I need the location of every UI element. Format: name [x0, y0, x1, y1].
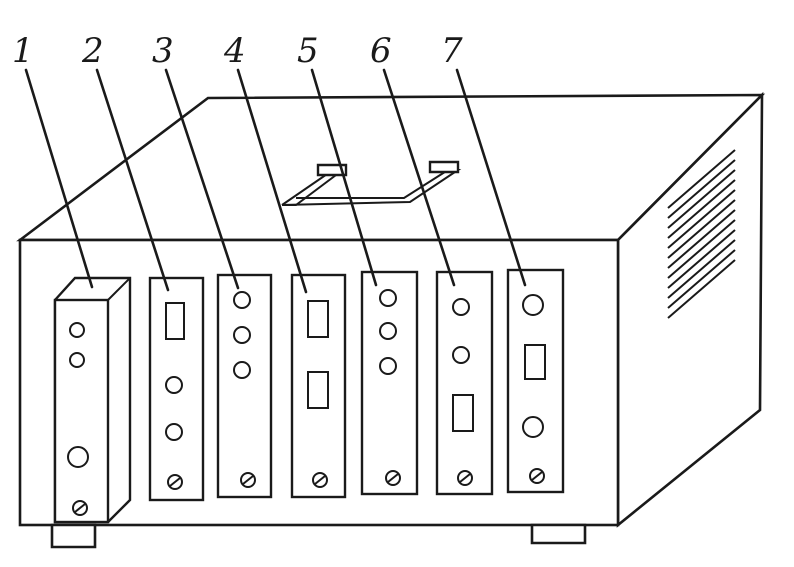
vent-slot [667, 209, 736, 269]
module-7-screw [529, 468, 545, 484]
label-1: 1 [12, 31, 34, 71]
module-2 [148, 276, 205, 502]
label-7: 7 [441, 31, 463, 71]
vent-slots [667, 149, 736, 319]
module-7-knob-2 [522, 416, 544, 438]
module-6-knob-2 [452, 346, 470, 364]
module-4-display-1 [307, 300, 329, 338]
vent-slot [667, 159, 736, 219]
module-6-display [452, 394, 474, 432]
module-7 [506, 268, 565, 494]
module-4-screw [312, 472, 328, 488]
module-4-display-2 [307, 371, 329, 409]
module-4 [290, 273, 347, 499]
module-1-screw [72, 500, 88, 516]
module-3-knob-3 [233, 361, 251, 379]
module-2-knob-1 [165, 376, 183, 394]
vent-slot [667, 239, 736, 299]
module-5-knob-1 [379, 289, 397, 307]
module-1 [53, 276, 132, 524]
module-2-display [165, 302, 185, 340]
module-5 [360, 270, 419, 496]
vent-slot [667, 219, 736, 279]
module-7-display [524, 344, 546, 380]
module-1-knob-2 [69, 352, 85, 368]
vent-slot [667, 189, 736, 249]
vent-slot [667, 149, 736, 209]
module-3-knob-2 [233, 326, 251, 344]
module-5-screw [385, 470, 401, 486]
module-5-knob-2 [379, 322, 397, 340]
module-3 [216, 273, 273, 499]
module-6-screw [457, 470, 473, 486]
label-3: 3 [152, 31, 174, 71]
module-2-knob-2 [165, 423, 183, 441]
vent-slot [667, 249, 736, 309]
vent-slot [667, 169, 736, 229]
vent-slot [667, 229, 736, 289]
handle [281, 160, 462, 206]
foot-right [530, 523, 587, 545]
foot-left [50, 523, 97, 549]
module-6 [435, 270, 494, 496]
vent-slot [667, 199, 736, 259]
module-6-knob-1 [452, 298, 470, 316]
module-3-knob-1 [233, 291, 251, 309]
label-6: 6 [370, 31, 392, 71]
module-7-knob-1 [522, 294, 544, 316]
module-3-screw [240, 472, 256, 488]
label-2: 2 [81, 31, 104, 71]
module-2-screw [167, 474, 183, 490]
label-5: 5 [297, 31, 319, 71]
module-5-knob-3 [379, 357, 397, 375]
module-1-knob-1 [69, 322, 85, 338]
vent-slot [667, 259, 736, 319]
vent-slot [667, 179, 736, 239]
leader-lines [24, 68, 527, 294]
label-4: 4 [223, 31, 246, 71]
labels: 1 2 3 4 5 6 7 [12, 31, 463, 71]
module-1-knob-3 [67, 446, 89, 468]
